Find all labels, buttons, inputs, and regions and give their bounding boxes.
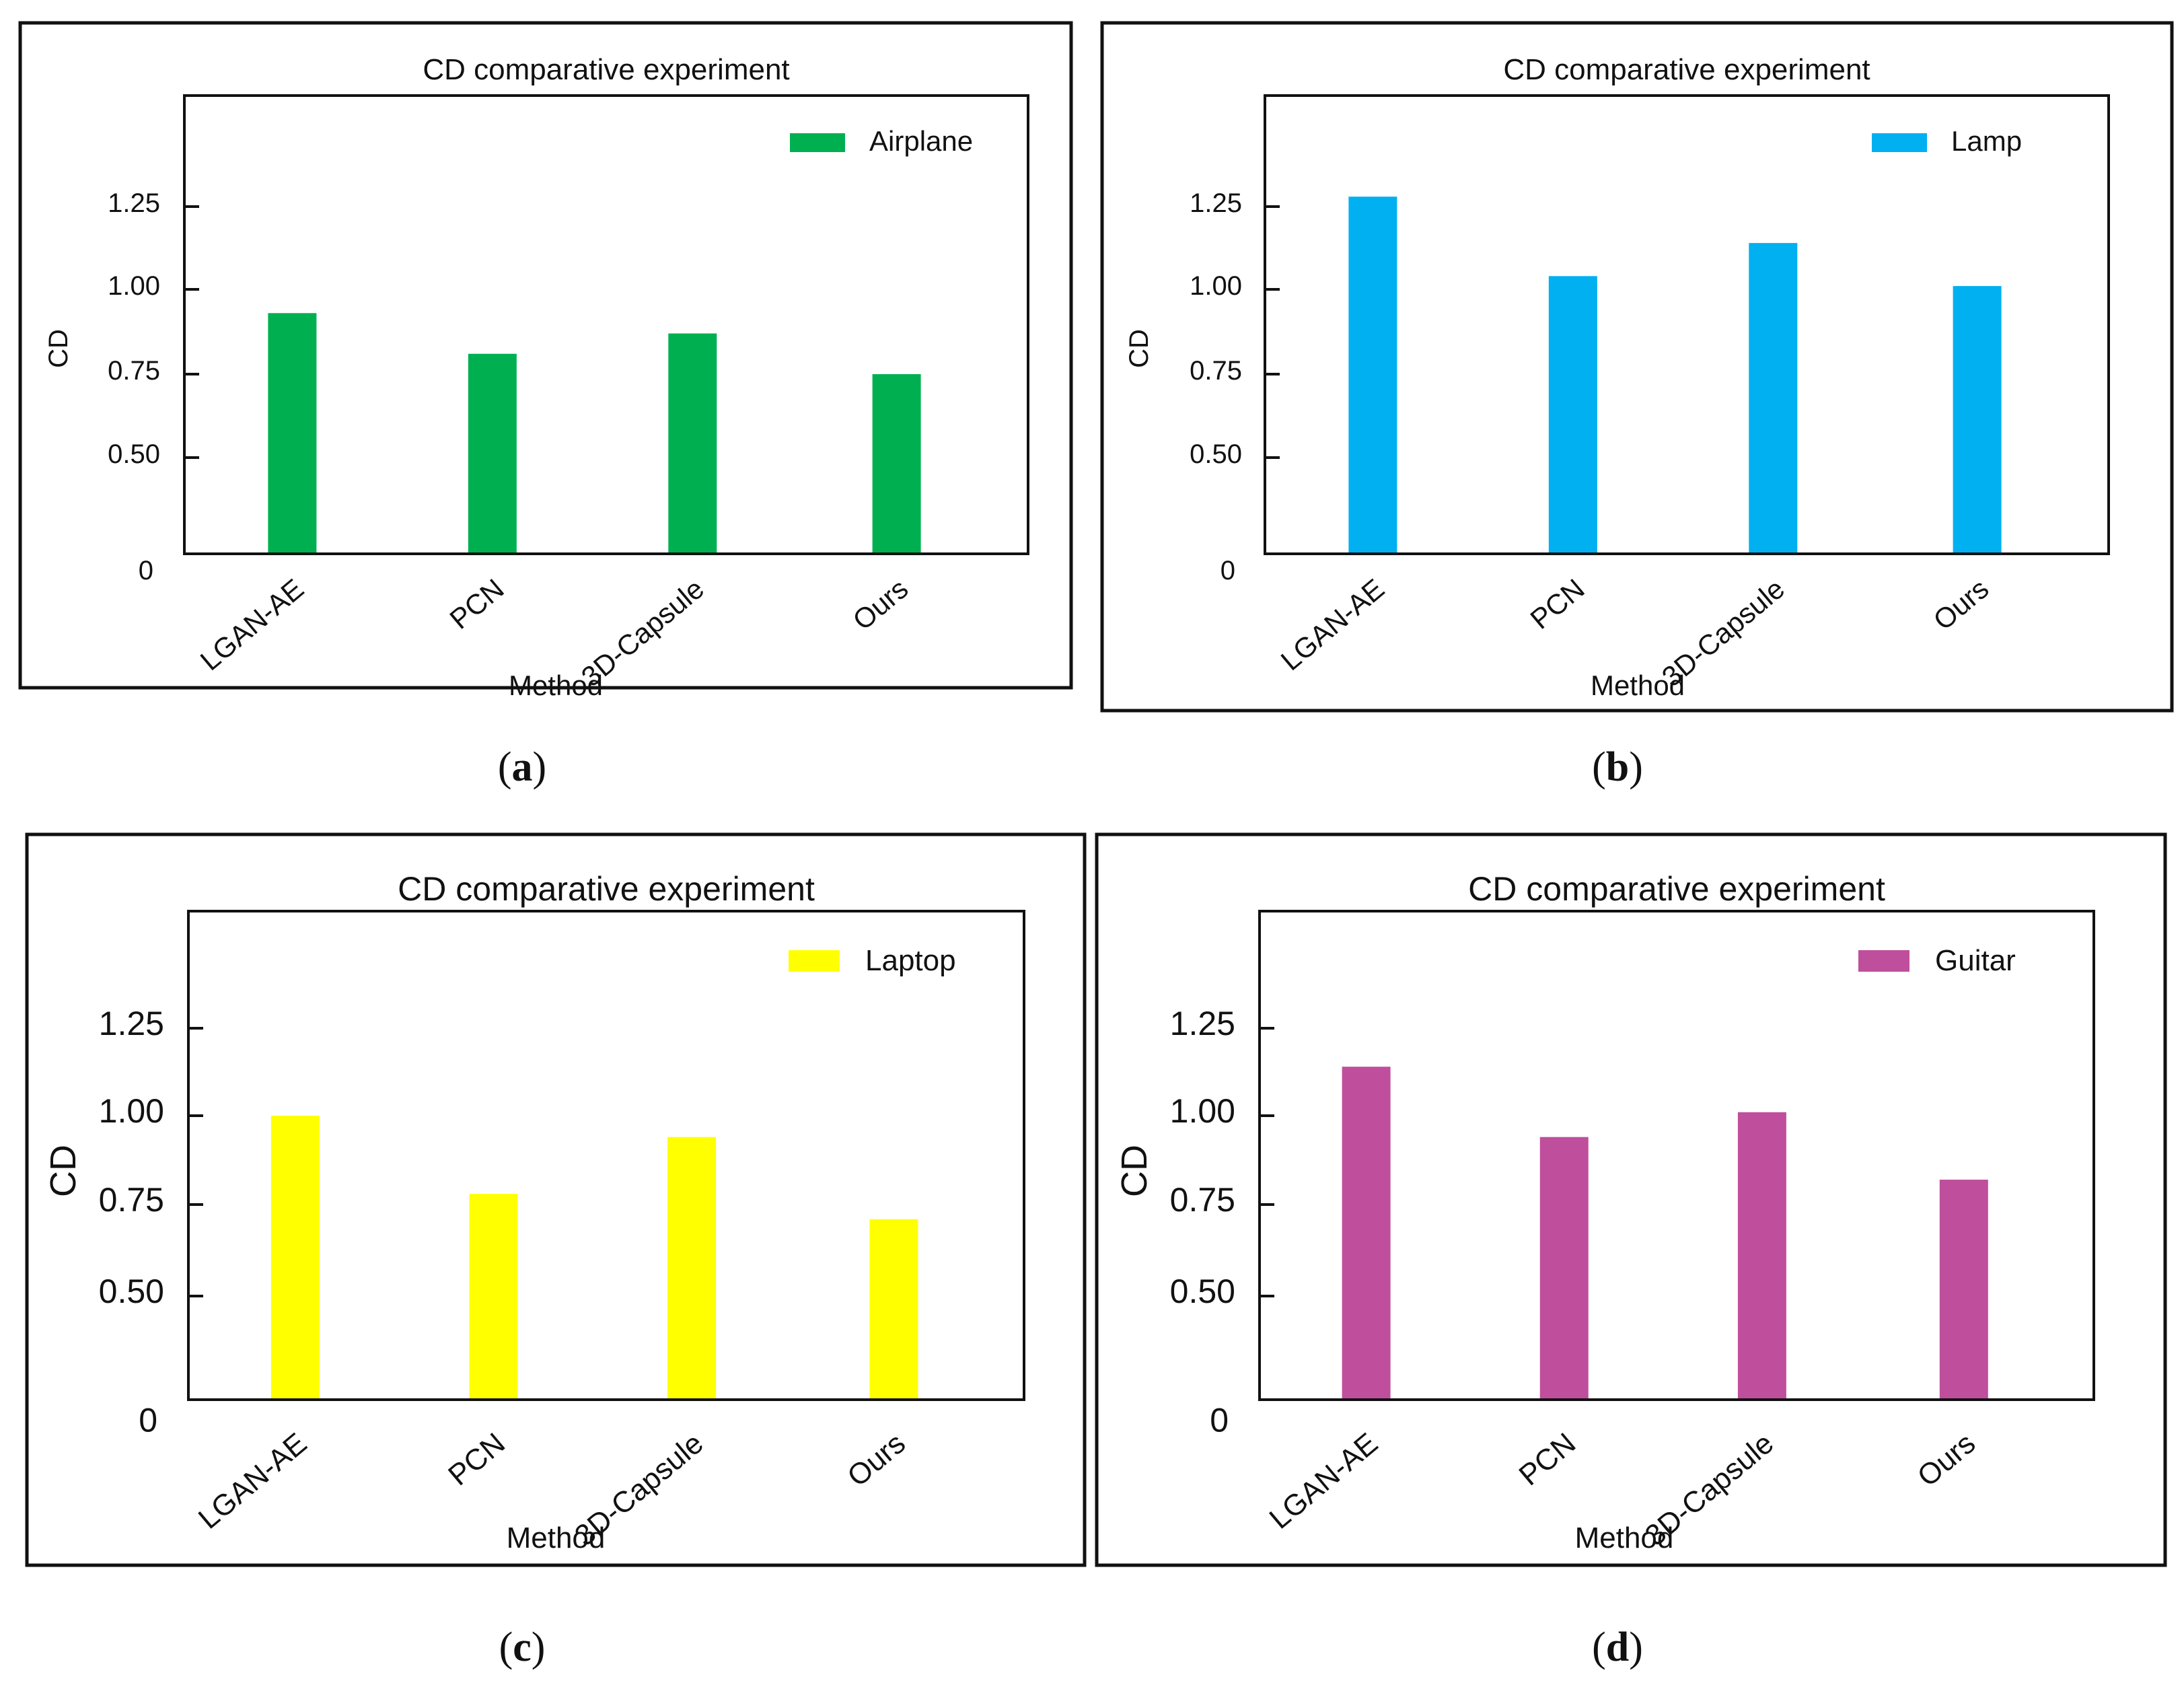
- plot-area: [1258, 910, 2095, 1401]
- x-axis-label: Method: [1591, 670, 1685, 701]
- bar-ours: [1953, 286, 2002, 552]
- y-tick-label: 0.75: [1170, 1181, 1235, 1219]
- x-tick-label: LGAN-AE: [1264, 1427, 1384, 1536]
- y-tick-label: 0: [1210, 1402, 1229, 1439]
- chart-title: CD comparative experiment: [1503, 53, 1870, 86]
- y-tick-label: 1.00: [1190, 271, 1242, 301]
- x-tick-label: PCN: [443, 573, 509, 635]
- plot-area: [183, 94, 1029, 555]
- x-axis-label: Method: [509, 670, 603, 701]
- legend-label: Guitar: [1935, 944, 2016, 977]
- legend-label: Airplane: [869, 125, 973, 157]
- y-tick-label: 0.75: [108, 356, 160, 386]
- y-tick-label: 0.50: [1190, 439, 1242, 469]
- y-tick-label: 1.25: [99, 1005, 164, 1042]
- bar-ours: [1939, 1180, 1988, 1398]
- y-tick-label: 0.75: [1190, 356, 1242, 386]
- x-tick-label: Ours: [841, 1427, 912, 1493]
- y-tick-label: 0.75: [99, 1181, 164, 1219]
- x-tick-label: PCN: [1513, 1427, 1582, 1492]
- bar-lgan-ae: [1342, 1067, 1391, 1398]
- y-tick-label: 0: [1221, 556, 1235, 585]
- bar-3d-capsule: [1749, 243, 1798, 552]
- y-tick-label: 0.50: [1170, 1272, 1235, 1310]
- y-tick-label: 0: [139, 556, 153, 585]
- bar-pcn: [1539, 1137, 1589, 1398]
- x-tick-label: LGAN-AE: [194, 573, 310, 677]
- y-tick-label: 1.00: [108, 271, 160, 301]
- bar-3d-capsule: [667, 1137, 717, 1398]
- legend-swatch: [1872, 133, 1927, 152]
- chart-title: CD comparative experiment: [423, 53, 789, 86]
- y-tick-label: 0.50: [99, 1272, 164, 1310]
- legend-label: Lamp: [1951, 125, 2022, 157]
- bar-3d-capsule: [668, 333, 717, 552]
- bar-lgan-ae: [270, 1116, 320, 1398]
- x-tick-label: Ours: [846, 573, 914, 637]
- y-axis-label: CD: [43, 1145, 83, 1197]
- bar-pcn: [469, 1194, 518, 1398]
- y-tick-label: 1.00: [99, 1092, 164, 1130]
- chart-title: CD comparative experiment: [398, 870, 815, 908]
- chart-panel-a: CD comparative experiment 0 0.50 0.75 1.00 1.…: [18, 21, 1073, 790]
- x-tick-label: PCN: [1524, 573, 1590, 635]
- x-tick-label: Ours: [1912, 1427, 1982, 1493]
- bar-ours: [872, 374, 921, 552]
- x-axis-label: Method: [1575, 1521, 1674, 1554]
- panel-caption: (d): [1592, 1624, 1643, 1670]
- plot-area: [1264, 94, 2110, 555]
- panel-caption: (a): [498, 744, 546, 790]
- x-axis-label: Method: [507, 1521, 606, 1554]
- bar-3d-capsule: [1737, 1112, 1786, 1398]
- chart-panel-c: CD comparative experiment 0 0.50 0.75 1.00 1.…: [25, 832, 1087, 1670]
- panel-caption: (b): [1592, 744, 1643, 790]
- bar-lgan-ae: [1348, 196, 1397, 552]
- x-tick-label: LGAN-AE: [1275, 573, 1390, 677]
- chart-panel-b: CD comparative experiment 0 0.50 0.75 1.00 1.…: [1100, 21, 2174, 790]
- bar-ours: [869, 1219, 918, 1398]
- y-axis-label: CD: [1124, 329, 1154, 368]
- legend-swatch: [1858, 950, 1909, 972]
- y-tick-label: 1.00: [1170, 1092, 1235, 1130]
- panel-caption: (c): [499, 1624, 546, 1670]
- y-tick-label: 1.25: [1190, 188, 1242, 218]
- chart-panel-d: CD comparative experiment 0 0.50 0.75 1.00 1.…: [1095, 832, 2167, 1670]
- y-axis-label: CD: [1114, 1145, 1155, 1197]
- bar-pcn: [468, 353, 517, 552]
- panel-frame: [1095, 832, 2167, 1567]
- y-tick-label: 0: [139, 1402, 157, 1439]
- panel-frame: [1100, 21, 2174, 713]
- bar-lgan-ae: [268, 313, 317, 552]
- y-tick-label: 1.25: [1170, 1005, 1235, 1042]
- y-tick-label: 0.50: [108, 439, 160, 469]
- x-tick-label: LGAN-AE: [192, 1427, 313, 1536]
- panel-frame: [18, 21, 1073, 690]
- x-tick-label: PCN: [442, 1427, 511, 1492]
- panel-frame: [25, 832, 1087, 1567]
- plot-area: [187, 910, 1025, 1401]
- x-tick-label: Ours: [1927, 573, 1994, 637]
- chart-title: CD comparative experiment: [1468, 870, 1885, 908]
- bar-pcn: [1548, 276, 1597, 552]
- y-tick-label: 1.25: [108, 188, 160, 218]
- legend-swatch: [789, 950, 840, 972]
- y-axis-label: CD: [44, 329, 73, 368]
- legend-label: Laptop: [865, 944, 956, 977]
- legend-swatch: [790, 133, 845, 152]
